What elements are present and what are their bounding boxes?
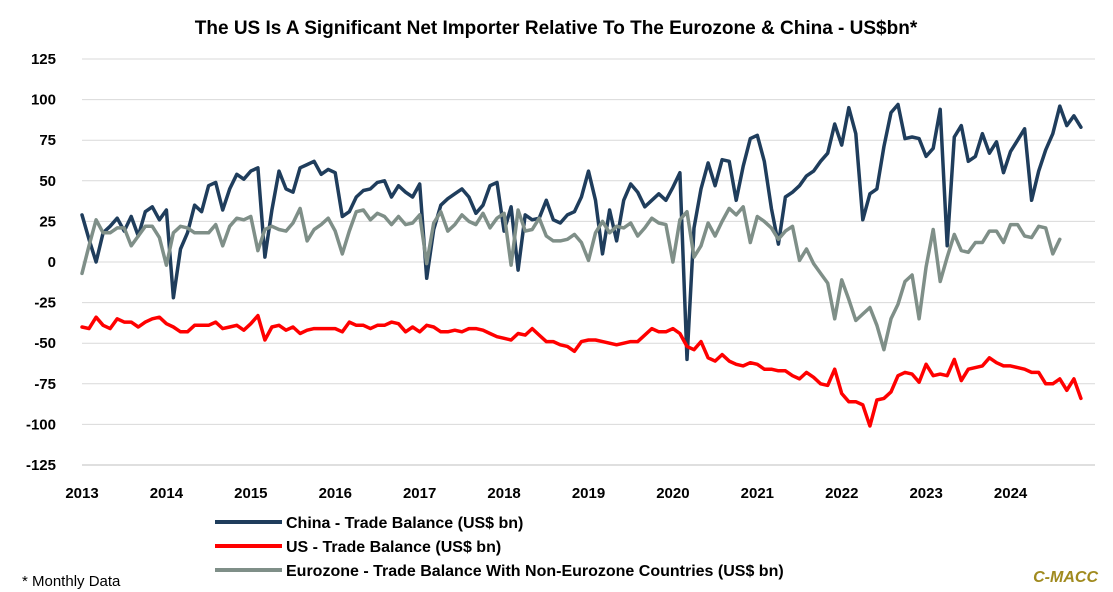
y-tick-label: -50 bbox=[34, 335, 56, 352]
y-tick-label: -125 bbox=[26, 457, 56, 474]
x-axis-ticks: 2013 2014 2015 2016 2017 2018 2019 2020 2021 2022… bbox=[65, 485, 1028, 502]
y-tick-label: 100 bbox=[31, 92, 56, 109]
series-line-china bbox=[80, 102, 1083, 362]
x-tick-label: 2018 bbox=[487, 485, 520, 502]
x-tick-label: 2024 bbox=[994, 485, 1028, 502]
y-tick-label: -25 bbox=[34, 295, 56, 312]
y-tick-label: 125 bbox=[31, 51, 56, 68]
x-tick-label: 2020 bbox=[656, 485, 689, 502]
y-tick-label: -75 bbox=[34, 376, 56, 393]
y-axis-ticks: 125 100 75 50 25 0 -25 -50 -75 -100 -125 bbox=[26, 51, 56, 474]
y-tick-label: 25 bbox=[39, 213, 56, 230]
chart-title: The US Is A Significant Net Importer Rel… bbox=[195, 18, 918, 39]
y-tick-label: 75 bbox=[39, 132, 56, 149]
legend-label-us: US - Trade Balance (US$ bn) bbox=[286, 539, 501, 556]
x-tick-label: 2016 bbox=[319, 485, 352, 502]
x-tick-label: 2019 bbox=[572, 485, 605, 502]
y-tick-label: 0 bbox=[48, 254, 56, 271]
x-tick-label: 2022 bbox=[825, 485, 858, 502]
y-tick-label: -100 bbox=[26, 416, 56, 433]
series-lines bbox=[80, 102, 1083, 428]
series-line-us bbox=[80, 313, 1083, 428]
legend: China - Trade Balance (US$ bn) US - Trad… bbox=[215, 515, 784, 580]
series-line-eurozone bbox=[80, 205, 1062, 352]
y-tick-label: 50 bbox=[39, 173, 56, 190]
x-tick-label: 2013 bbox=[65, 485, 98, 502]
legend-label-china: China - Trade Balance (US$ bn) bbox=[286, 515, 523, 532]
x-tick-label: 2014 bbox=[150, 485, 184, 502]
x-tick-label: 2017 bbox=[403, 485, 436, 502]
gridlines bbox=[82, 58, 1095, 425]
footnote: * Monthly Data bbox=[22, 573, 121, 590]
x-tick-label: 2023 bbox=[909, 485, 942, 502]
x-tick-label: 2021 bbox=[741, 485, 774, 502]
x-tick-label: 2015 bbox=[234, 485, 267, 502]
brand-logo: C-MACC bbox=[1033, 569, 1098, 586]
legend-label-eurozone: Eurozone - Trade Balance With Non-Eurozo… bbox=[286, 563, 784, 580]
